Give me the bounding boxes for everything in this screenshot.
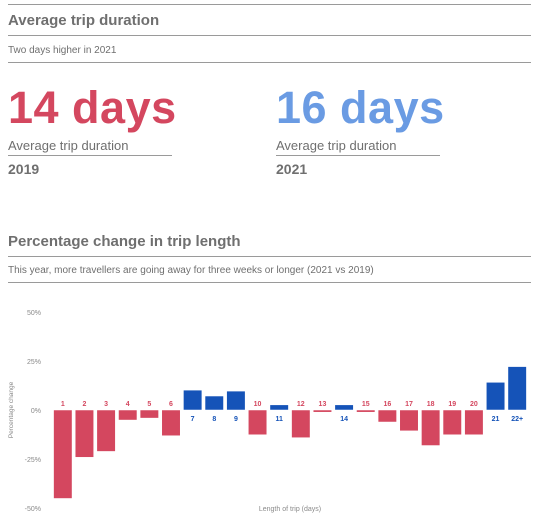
title-divider	[8, 256, 531, 257]
category-label: 6	[169, 401, 173, 408]
category-label: 3	[104, 401, 108, 408]
bar-5	[140, 410, 159, 418]
stat-2021: 16 days Average trip duration 2021	[276, 84, 445, 177]
category-label: 16	[383, 401, 391, 408]
bar-12	[291, 410, 310, 438]
bar-4	[118, 410, 137, 420]
section-subtitle-duration: Two days higher in 2021	[8, 45, 117, 56]
category-label: 19	[448, 401, 456, 408]
category-label: 17	[405, 401, 413, 408]
bar-3	[97, 410, 116, 452]
y-tick-label: 25%	[27, 359, 41, 366]
subtitle-divider	[8, 62, 531, 63]
y-tick-label: 0%	[31, 408, 41, 415]
bar-8	[205, 396, 224, 410]
bar-9	[226, 391, 245, 410]
stat-label: Average trip duration	[8, 138, 129, 153]
y-tick-label: -50%	[25, 506, 41, 513]
bar-19	[443, 410, 462, 435]
stat-value: 16 days	[276, 82, 445, 133]
subtitle-divider	[8, 282, 531, 283]
category-label: 5	[147, 401, 151, 408]
category-label: 1	[61, 401, 65, 408]
bar-15	[356, 410, 375, 412]
bar-16	[378, 410, 397, 422]
bar-13	[313, 410, 332, 412]
section-subtitle-trip-length: This year, more travellers are going awa…	[8, 265, 374, 276]
category-label: 20	[470, 401, 478, 408]
category-label: 10	[254, 401, 262, 408]
x-axis-label: Length of trip (days)	[259, 506, 321, 513]
category-label: 2	[83, 401, 87, 408]
category-label: 12	[297, 401, 305, 408]
bar-18	[421, 410, 440, 446]
category-label: 8	[212, 416, 216, 423]
stat-label: Average trip duration	[276, 138, 397, 153]
bar-22+	[508, 366, 527, 410]
stat-2019: 14 days Average trip duration 2019	[8, 84, 177, 177]
section-title-duration: Average trip duration	[8, 12, 160, 29]
bars	[53, 366, 527, 499]
bar-20	[464, 410, 483, 435]
category-label: 18	[427, 401, 435, 408]
category-label: 13	[319, 401, 327, 408]
bar-7	[183, 390, 202, 410]
bar-11	[270, 405, 289, 410]
bar-2	[75, 410, 94, 458]
category-label: 4	[126, 401, 130, 408]
bar-6	[162, 410, 180, 436]
category-label: 11	[275, 416, 283, 423]
y-tick-label: 50%	[27, 310, 41, 317]
y-axis: 50% 25% 0% -25% -50%	[25, 310, 41, 513]
bar-17	[400, 410, 418, 431]
y-axis-label: Percentage change	[8, 381, 15, 438]
title-divider	[8, 35, 531, 36]
section-title-trip-length: Percentage change in trip length	[8, 233, 241, 250]
bar-21	[486, 382, 505, 410]
bar-10	[248, 410, 267, 435]
category-label: 7	[191, 416, 195, 423]
category-label: 21	[492, 416, 500, 423]
stat-year: 2021	[276, 161, 308, 177]
stat-underline	[276, 155, 440, 156]
stat-underline	[8, 155, 172, 156]
category-label: 9	[234, 416, 238, 423]
bar-1	[53, 410, 72, 499]
category-label: 22+	[511, 416, 523, 423]
y-tick-label: -25%	[25, 457, 41, 464]
bar-14	[335, 405, 354, 410]
stat-value: 14 days	[8, 82, 177, 133]
category-label: 15	[362, 401, 370, 408]
top-divider	[8, 4, 531, 5]
category-label: 14	[340, 416, 348, 423]
stat-year: 2019	[8, 161, 40, 177]
